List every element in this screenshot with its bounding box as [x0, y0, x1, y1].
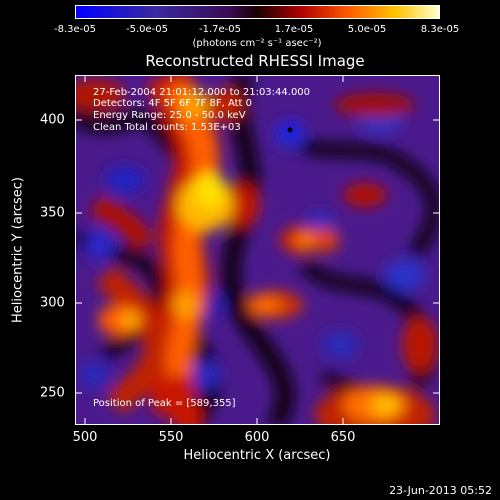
y-axis-label: Heliocentric Y (arcsec)	[10, 177, 26, 323]
y-tick-label: 250	[40, 385, 65, 401]
colorbar-tick: 5.0e-05	[347, 24, 387, 35]
clean-counts-text: Clean Total counts: 1.53E+03	[93, 122, 241, 133]
image-title: Reconstructed RHESSI Image	[145, 52, 365, 70]
y-tick-label: 300	[40, 295, 65, 311]
x-tick-label: 550	[158, 430, 184, 445]
colorbar-units-label: (photons cm⁻² s⁻¹ asec⁻²)	[192, 38, 322, 49]
y-tick-label: 350	[40, 205, 65, 221]
time-range-text: 27-Feb-2004 21:01:12.000 to 21:03:44.000	[93, 87, 311, 98]
colorbar-tick: 8.3e-05	[420, 24, 460, 35]
peak-position-text: Position of Peak = [589,355]	[93, 398, 236, 409]
colorbar-tick: 1.7e-05	[274, 24, 314, 35]
colorbar	[75, 5, 440, 19]
y-tick-label: 400	[40, 112, 65, 128]
timestamp: 23-Jun-2013 05:52	[389, 484, 492, 497]
x-axis-label: Heliocentric X (arcsec)	[183, 448, 331, 463]
x-tick-label: 600	[244, 430, 270, 445]
energy-range-text: Energy Range: 25.0 - 50.0 keV	[93, 110, 246, 121]
x-tick-label: 650	[330, 430, 356, 445]
colorbar-tick: -8.3e-05	[54, 24, 96, 35]
detectors-text: Detectors: 4F 5F 6F 7F 8F, Att 0	[93, 98, 253, 109]
x-tick-label: 500	[72, 430, 98, 445]
colorbar-tick: -5.0e-05	[126, 24, 168, 35]
rhessi-image	[75, 75, 440, 425]
colorbar-tick: -1.7e-05	[199, 24, 241, 35]
